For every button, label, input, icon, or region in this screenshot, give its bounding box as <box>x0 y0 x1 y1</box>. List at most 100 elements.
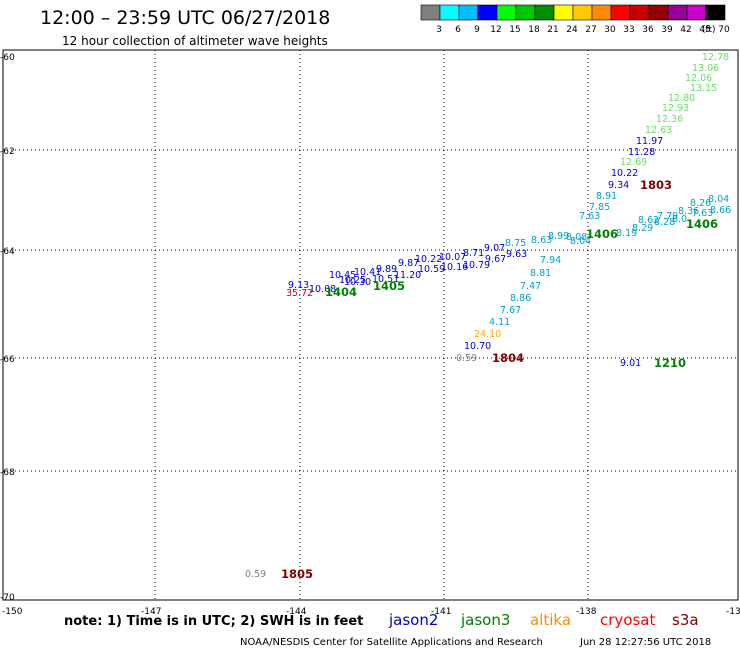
wave-height-label: 9.07 <box>484 243 505 254</box>
wave-height-label: 11.28 <box>628 147 655 158</box>
legend-swatch <box>477 4 498 21</box>
footer-note: note: 1) Time is in UTC; 2) SWH is in fe… <box>64 614 363 629</box>
legend-swatch <box>515 4 536 21</box>
lat-tick-66: -66 <box>0 355 15 365</box>
map-grid <box>3 50 738 600</box>
plot-frame <box>2 49 739 601</box>
legend-tick: 6 <box>455 25 461 35</box>
lon-tick-141: -141 <box>431 607 451 617</box>
legend-swatch <box>553 4 574 21</box>
legend-s3a: s3a <box>672 611 699 629</box>
legend-unit: (ft) <box>702 25 716 35</box>
lat-tick-60: -60 <box>0 53 15 63</box>
legend-swatch <box>629 4 650 21</box>
wave-height-label: 8.04 <box>570 236 591 247</box>
legend-tick: 30 <box>604 25 616 35</box>
lon-tick-13: -13 <box>726 607 740 617</box>
wave-height-label: 9.89 <box>376 264 397 275</box>
legend-tick: 70 <box>718 25 730 35</box>
lat-tick-62: -62 <box>0 147 15 157</box>
map-title: 12:00 – 23:59 UTC 06/27/2018 <box>40 7 330 29</box>
pass-time-tag: 1803 <box>640 178 672 192</box>
lon-tick-138: -138 <box>576 607 597 617</box>
wave-height-label: 24.10 <box>474 329 501 340</box>
legend-tick: 12 <box>490 25 501 35</box>
pass-time-tag: 1805 <box>281 567 313 581</box>
wave-height-label: 9.63 <box>506 249 527 260</box>
wave-height-label: 11.97 <box>636 136 663 147</box>
legend-swatch <box>705 4 726 21</box>
pass-time-tag: 1406 <box>686 217 718 231</box>
wave-height-label: 12.69 <box>620 157 647 168</box>
pass-time-tag: 1404 <box>325 285 357 299</box>
wave-height-label: 9.13 <box>288 280 309 291</box>
wave-height-label: 35.72 <box>286 288 313 299</box>
legend-swatch <box>572 4 593 21</box>
legend-jason3: jason3 <box>460 611 510 629</box>
wave-height-label: 12.06 <box>685 73 712 84</box>
wave-height-label: 10.08 <box>309 284 336 295</box>
legend-tick: 3 <box>436 25 442 35</box>
legend-swatch <box>610 4 631 21</box>
legend-swatch <box>420 4 441 21</box>
wave-height-label: 13.06 <box>692 63 719 74</box>
pass-time-tag: 1210 <box>654 356 686 370</box>
wave-height-label: 9.01 <box>620 358 641 369</box>
legend-tick: 15 <box>509 25 520 35</box>
color-legend: 3 6 9 12 15 18 21 24 27 30 33 36 39 42 45 70 <box>420 4 730 35</box>
legend-tick: 45 <box>699 25 710 35</box>
wave-height-label: 11.20 <box>394 270 421 281</box>
legend-tick: 21 <box>547 25 558 35</box>
wave-height-label: 10.07 <box>439 252 466 263</box>
legend-swatch <box>591 4 612 21</box>
wave-height-label: 0.59 <box>456 353 477 364</box>
legend-swatch <box>648 4 669 21</box>
legend-tick: 24 <box>566 25 578 35</box>
footer-credit: NOAA/NESDIS Center for Satellite Applica… <box>240 637 543 648</box>
wave-height-label: 10.41 <box>354 267 381 278</box>
legend-tick: 39 <box>661 25 673 35</box>
wave-height-label: 7.85 <box>589 202 610 213</box>
wave-height-label: 10.51 <box>372 274 399 285</box>
wave-height-label: 8.19 <box>616 228 637 239</box>
wave-height-label: 10.22 <box>415 254 442 265</box>
wave-height-label: 10.22 <box>611 168 638 179</box>
wave-height-label: 8.04 <box>708 194 729 205</box>
lon-tick-144: -144 <box>286 607 307 617</box>
wave-height-label: 9.87 <box>398 258 419 269</box>
footer-timestamp: Jun 28 12:27:56 UTC 2018 <box>579 637 711 648</box>
wave-height-label: 12.78 <box>702 52 729 63</box>
wave-height-label: 10.79 <box>463 260 490 271</box>
lat-tick-64: -64 <box>0 247 15 257</box>
pass-time-tag: 1405 <box>373 279 405 293</box>
wave-height-label: 7.94 <box>540 255 561 266</box>
wave-height-label: 8.86 <box>510 293 531 304</box>
lon-tick-147: -147 <box>141 607 161 617</box>
legend-swatch <box>496 4 517 21</box>
wave-height-label: 8.99 <box>548 231 569 242</box>
wave-height-label: 9.34 <box>608 180 629 191</box>
wave-height-label: 12.80 <box>668 93 695 104</box>
legend-swatch <box>458 4 479 21</box>
wave-height-label: 10.45 <box>329 270 356 281</box>
wave-height-label: 7.63 <box>579 211 600 222</box>
wave-height-label: 0.59 <box>245 569 266 580</box>
wave-height-label: 8.81 <box>530 268 551 279</box>
pass-time-tag: 1406 <box>586 227 618 241</box>
legend-swatch <box>686 4 707 21</box>
wave-height-label: 13.15 <box>690 83 717 94</box>
legend-tick: 18 <box>528 25 540 35</box>
wave-height-label: 8.0 <box>672 214 687 225</box>
wave-height-label: 10.70 <box>464 341 491 352</box>
wave-height-label: 10.30 <box>344 277 371 288</box>
wave-height-label: 9.67 <box>485 254 506 265</box>
wave-height-label: 8.91 <box>596 191 617 202</box>
pass-time-tag: 1804 <box>492 351 524 365</box>
wave-height-label: 10.25 <box>339 275 366 286</box>
wave-height-label: 8.71 <box>463 248 484 259</box>
legend-swatch <box>439 4 460 21</box>
wave-height-label: 7.47 <box>520 281 541 292</box>
wave-height-label: 8.08 <box>566 232 587 243</box>
legend-swatch <box>667 4 688 21</box>
